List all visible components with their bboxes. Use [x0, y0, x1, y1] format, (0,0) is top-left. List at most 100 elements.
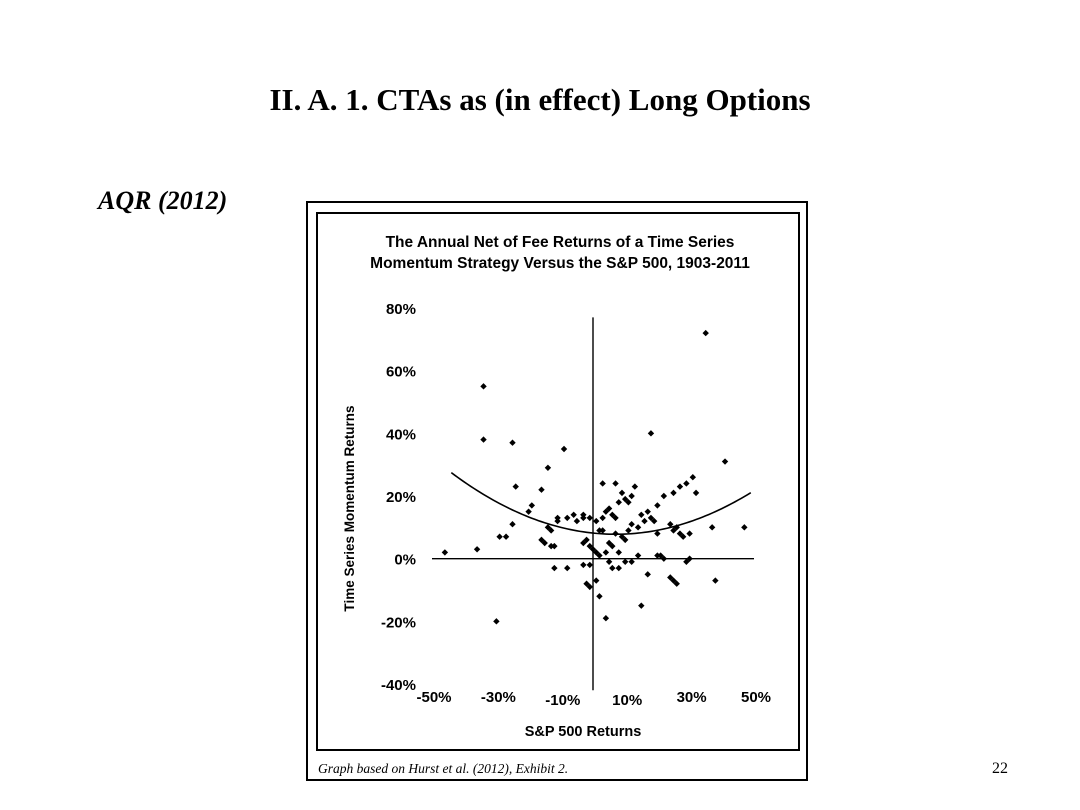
scatter-point [644, 508, 651, 515]
scatter-point [741, 524, 748, 531]
scatter-point [641, 517, 648, 525]
y-tick-label: 80% [386, 301, 416, 318]
scatter-point [628, 558, 635, 565]
scatter-point [721, 458, 729, 465]
slide-title: II. A. 1. CTAs as (in effect) Long Optio… [269, 82, 811, 117]
scatter-point [586, 561, 593, 569]
scatter-point [551, 564, 558, 572]
scatter-point [599, 480, 606, 487]
scatter-point [615, 549, 622, 556]
chart-title-line-2: Momentum Strategy Versus the S&P 500, 19… [370, 255, 750, 272]
scatter-point [509, 439, 516, 446]
scatter-point [612, 530, 619, 537]
scatter-point [551, 542, 558, 550]
figure-frame: The Annual Net of Fee Returns of a Time … [306, 201, 808, 781]
scatter-point [605, 558, 613, 565]
scatter-point [525, 508, 532, 515]
scatter-point [615, 564, 622, 572]
scatter-point [628, 521, 635, 528]
scatter-point [708, 524, 716, 531]
scatter-point [564, 564, 571, 572]
chart-panel: The Annual Net of Fee Returns of a Time … [316, 212, 800, 751]
scatter-point [670, 577, 677, 584]
scatter-point [441, 549, 449, 556]
scatter-point [634, 552, 642, 559]
scatter-point [502, 533, 510, 540]
scatter-point [683, 480, 690, 487]
scatter-point [670, 489, 677, 497]
scatter-point [644, 571, 651, 578]
scatter-point [625, 527, 632, 534]
scatter-point [593, 577, 600, 584]
x-axis-title: S&P 500 Returns [525, 724, 642, 740]
scatter-point [496, 533, 503, 540]
x-tick-label: 50% [741, 689, 771, 706]
scatter-point [615, 499, 622, 506]
scatter-point [605, 539, 613, 547]
scatter-point [528, 502, 536, 509]
x-tick-label: 30% [677, 689, 707, 706]
scatter-point [599, 527, 606, 534]
scatter-point [692, 489, 700, 497]
scatter-point [638, 511, 645, 518]
x-tick-label: -10% [545, 692, 580, 709]
x-tick-label: -30% [481, 689, 516, 706]
scatter-point [657, 552, 664, 559]
scatter-plot: 80% 60% 40% 20% 0% -20% -40%-50% -30% -10% 10% 30%… [342, 301, 771, 740]
scatter-point [676, 483, 684, 490]
scatter-point [612, 480, 619, 487]
y-tick-label: -40% [381, 677, 416, 694]
scatter-point [702, 329, 709, 337]
scatter-point [654, 502, 661, 509]
y-tick-label: -20% [381, 614, 416, 631]
scatter-point [660, 492, 668, 500]
scatter-point [573, 517, 581, 525]
y-axis-title: Time Series Momentum Returns [342, 406, 357, 612]
scatter-point [631, 483, 639, 490]
y-tick-label: 40% [386, 426, 416, 443]
scatter-point [647, 430, 655, 437]
y-tick-label: 20% [386, 489, 416, 506]
chart-title: The Annual Net of Fee Returns of a Time … [318, 232, 802, 274]
scatter-point [480, 436, 487, 443]
scatter-point [638, 602, 645, 609]
scatter-point [541, 539, 548, 547]
scatter-point [480, 383, 487, 390]
source-label: AQR (2012) [98, 186, 228, 215]
scatter-point [605, 505, 613, 512]
x-tick-label: -50% [416, 689, 451, 706]
scatter-point [580, 561, 587, 569]
x-tick-label: 10% [612, 692, 642, 709]
scatter-point [586, 514, 593, 522]
scatter-point [544, 464, 552, 471]
scatter-point [593, 517, 600, 525]
page-number: 22 [992, 760, 1008, 777]
scatter-point [712, 577, 719, 584]
scatter-point [512, 483, 519, 490]
scatter-point [654, 552, 661, 559]
scatter-point [493, 618, 500, 625]
scatter-point [670, 527, 677, 534]
scatter-point [609, 564, 616, 572]
scatter-point [580, 539, 587, 547]
scatter-point [686, 530, 693, 537]
scatter-point [602, 549, 610, 556]
scatter-point [654, 530, 661, 537]
scatter-point [689, 474, 697, 481]
scatter-point [622, 558, 629, 565]
scatter-point [618, 489, 626, 497]
scatter-point [596, 593, 603, 600]
y-tick-label: 0% [394, 552, 416, 569]
scatter-point [628, 492, 635, 500]
scatter-point [538, 486, 545, 493]
figure-caption: Graph based on Hurst et al. (2012), Exhi… [318, 761, 569, 776]
scatter-point [602, 615, 610, 622]
scatter-point [599, 514, 606, 522]
scatter-point [509, 521, 516, 528]
chart-title-line-1: The Annual Net of Fee Returns of a Time … [385, 234, 735, 251]
y-tick-label: 60% [386, 364, 416, 381]
scatter-point [564, 514, 571, 522]
scatter-point [570, 511, 577, 518]
fit-curve [450, 472, 752, 536]
scatter-point [634, 524, 642, 531]
